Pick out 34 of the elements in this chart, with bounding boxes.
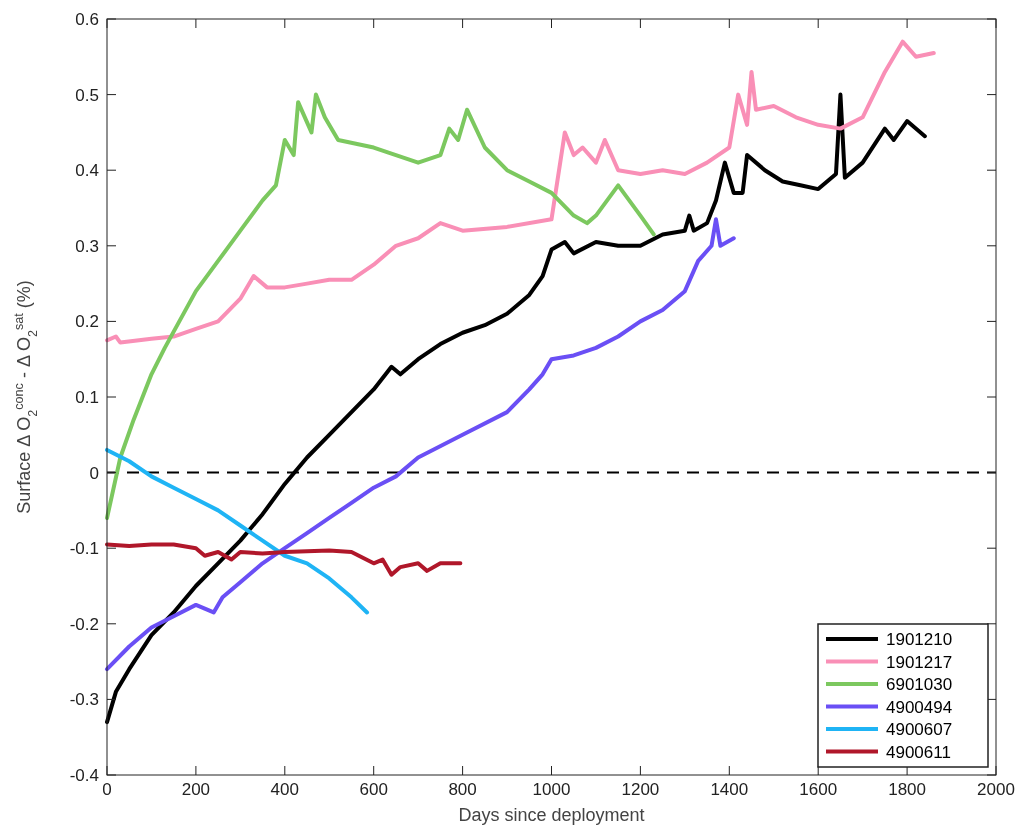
- y-tick-label: -0.3: [69, 690, 99, 710]
- legend-label: 4900607: [886, 720, 953, 739]
- x-axis-title: Days since deployment: [458, 805, 645, 825]
- x-tick-label: 0: [102, 780, 112, 799]
- legend-label: 6901030: [886, 675, 953, 694]
- line-series: [105, 542, 463, 577]
- y-tick-label: 0.1: [75, 388, 99, 407]
- x-tick-label: 1800: [888, 780, 927, 799]
- line-series: [105, 39, 936, 345]
- line-series: [105, 447, 370, 615]
- y-tick-label: 0.6: [75, 10, 99, 29]
- legend-label: 4900494: [886, 697, 953, 717]
- line-series: [105, 92, 656, 520]
- x-tick-label: 600: [359, 780, 388, 799]
- x-tick-label: 2000: [977, 780, 1015, 799]
- y-tick-label: 0.3: [75, 236, 99, 256]
- legend-label: 4900611: [886, 742, 951, 762]
- line-series: [105, 217, 736, 672]
- y-tick-label: 0.2: [75, 312, 99, 332]
- x-tick-label: 1600: [799, 780, 838, 799]
- legend-label: 1901217: [886, 652, 953, 672]
- y-tick-label: -0.2: [69, 614, 99, 634]
- y-tick-label: 0: [89, 463, 99, 483]
- legend-label: 1901210: [886, 630, 953, 649]
- x-tick-label: 1400: [710, 780, 749, 799]
- y-tick-label: 0.5: [75, 85, 99, 105]
- y-tick-label: -0.1: [69, 539, 99, 559]
- x-tick-label: 1000: [532, 780, 571, 799]
- x-tick-label: 400: [270, 780, 299, 799]
- y-tick-label: -0.4: [69, 766, 99, 785]
- x-tick-label: 200: [181, 780, 211, 799]
- x-tick-label: 800: [448, 780, 477, 799]
- y-tick-label: 0.4: [75, 161, 99, 181]
- x-tick-label: 1200: [621, 780, 660, 799]
